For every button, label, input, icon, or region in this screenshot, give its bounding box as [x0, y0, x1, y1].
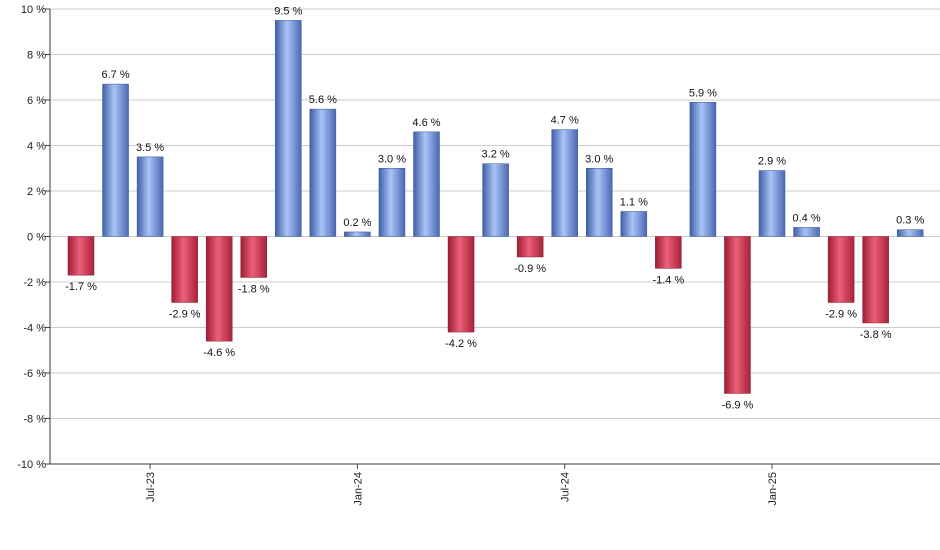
bar-Dec-23: [275, 20, 302, 237]
bar-Jun-23: [67, 236, 95, 276]
bar-May-24: [447, 236, 475, 333]
data-label: 3.2 %: [482, 149, 510, 161]
data-label: -2.9 %: [825, 308, 857, 320]
data-label: 3.0 %: [378, 153, 406, 165]
data-label: -1.7 %: [65, 281, 97, 293]
bar-Jun-24: [482, 163, 509, 237]
bar-Aug-23: [136, 156, 164, 237]
bars: [67, 20, 924, 394]
data-label: -1.4 %: [652, 274, 684, 286]
bar-Jan-25: [724, 236, 751, 394]
data-label: 3.0 %: [585, 153, 613, 165]
bar-Sep-23: [171, 236, 198, 303]
data-label: 4.6 %: [412, 117, 440, 129]
data-label: 0.3 %: [896, 215, 924, 227]
bar-Oct-23: [205, 236, 233, 342]
y-tick-label: -4 %: [23, 323, 46, 335]
data-label: 0.4 %: [792, 212, 820, 224]
data-label: -0.9 %: [514, 263, 546, 275]
data-label: 5.9 %: [689, 87, 717, 99]
data-label: 4.7 %: [551, 115, 579, 127]
y-tick-label: 10 %: [21, 4, 46, 16]
bar-Jul-23: [102, 83, 129, 237]
bar-Dec-24: [689, 102, 717, 237]
y-tick-label: -10 %: [17, 459, 46, 471]
bar-May-25: [862, 236, 889, 324]
bar-Oct-24: [620, 211, 648, 237]
bar-Jul-24: [516, 236, 544, 258]
y-tick-label: -8 %: [23, 414, 46, 426]
data-label: 5.6 %: [309, 94, 337, 106]
bar-Apr-25: [827, 236, 855, 303]
data-label: -6.9 %: [722, 399, 754, 411]
bar-Nov-24: [655, 236, 682, 269]
bar-Jun-25: [896, 229, 924, 237]
data-label: 9.5 %: [274, 5, 302, 17]
data-label: 1.1 %: [620, 196, 648, 208]
bar-Jan-24: [309, 108, 337, 237]
bar-Aug-24: [551, 129, 578, 237]
bar-Feb-25: [758, 170, 786, 237]
data-label: -1.8 %: [238, 283, 270, 295]
data-label: 3.5 %: [136, 142, 164, 154]
data-label: -3.8 %: [860, 329, 892, 341]
x-tick-label: Jan-25: [767, 472, 779, 506]
labels: 10 % 8 % 6 % 4 % 2 % 0 % -2 % -4 % -6 % -8 % -10 %…: [17, 4, 924, 506]
y-tick-label: 6 %: [27, 95, 46, 107]
y-tick-label: -2 %: [23, 277, 46, 289]
x-tick-label: Jan-24: [352, 472, 364, 506]
data-label: -4.6 %: [203, 347, 235, 359]
bar-Mar-25: [793, 227, 820, 237]
y-tick-label: 8 %: [27, 50, 46, 62]
x-tick-label: Jul-24: [560, 472, 572, 502]
data-label: 2.9 %: [758, 156, 786, 168]
data-label: 6.7 %: [101, 69, 129, 81]
y-tick-label: 0 %: [27, 232, 46, 244]
x-tick-label: Jul-23: [145, 472, 157, 502]
bar-Sep-24: [586, 168, 613, 237]
bar-Apr-24: [413, 131, 440, 237]
data-label: 0.2 %: [343, 217, 371, 229]
bar-Feb-24: [344, 231, 371, 237]
y-tick-label: -6 %: [23, 368, 46, 380]
bar-Mar-24: [378, 168, 406, 237]
data-label: -4.2 %: [445, 338, 477, 350]
axes: [45, 8, 940, 469]
data-label: -2.9 %: [169, 308, 201, 320]
bar-Nov-23: [240, 236, 267, 278]
y-tick-label: 4 %: [27, 141, 46, 153]
y-tick-label: 2 %: [27, 186, 46, 198]
